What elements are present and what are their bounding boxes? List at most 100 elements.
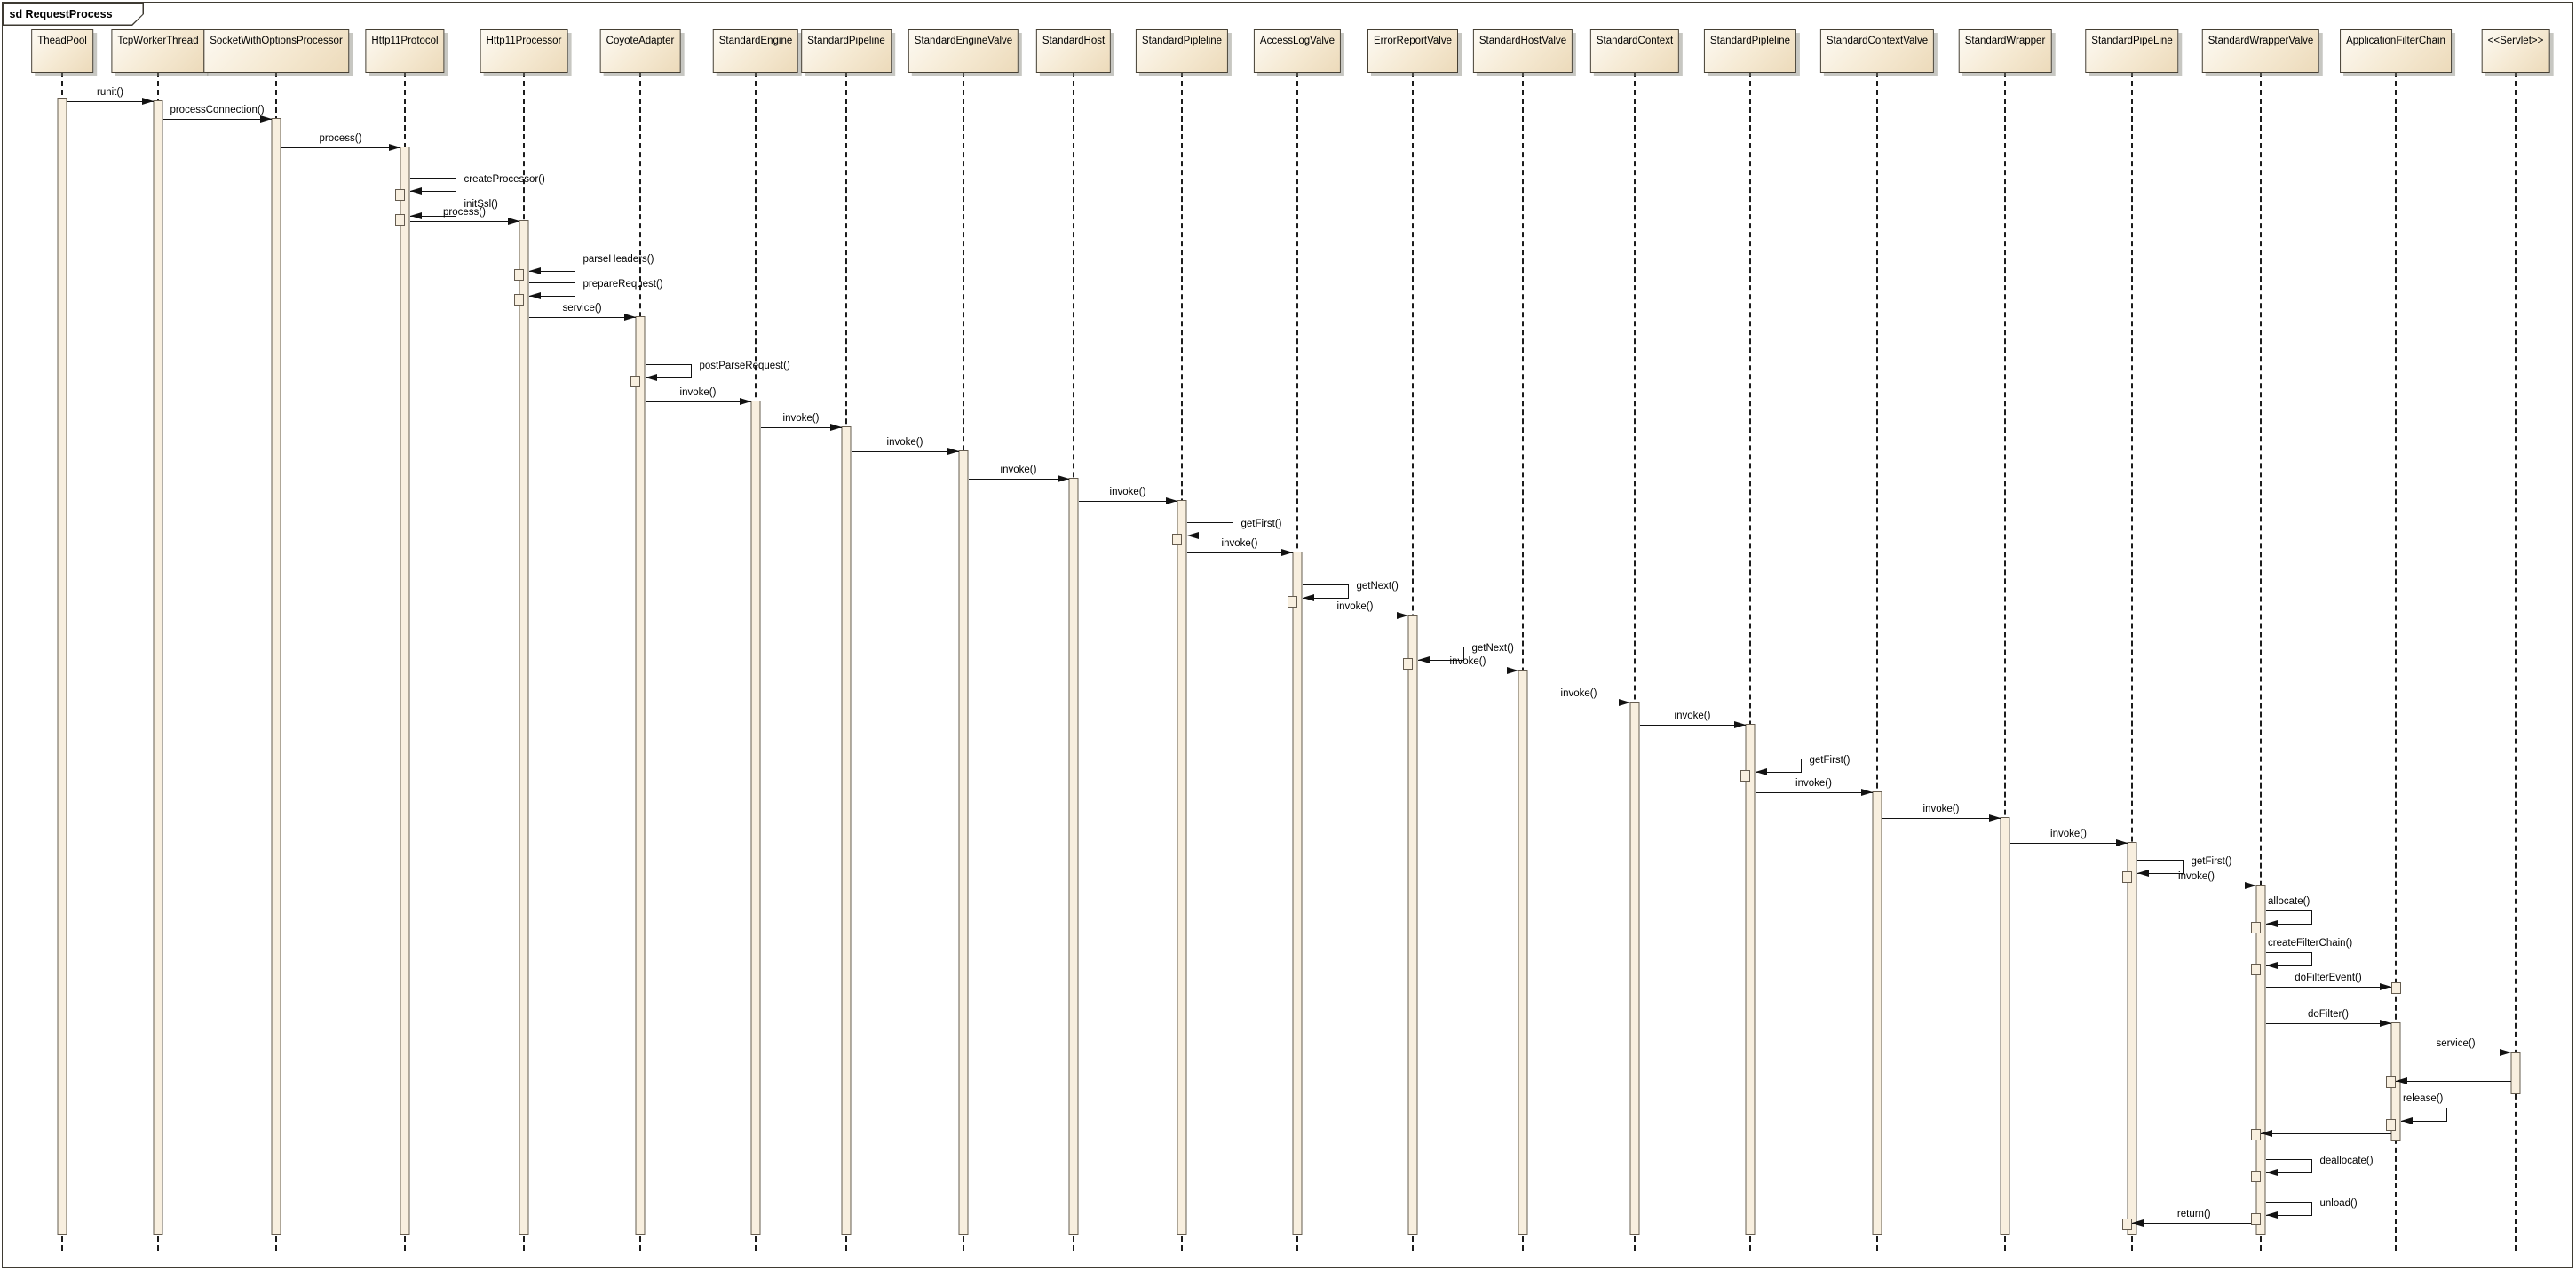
message-arrowhead-24 bbox=[1860, 788, 1873, 796]
message-arrowhead-11 bbox=[829, 423, 842, 431]
message-arrowhead-1 bbox=[259, 115, 272, 123]
lifeline-box-3: Http11Protocol bbox=[365, 29, 445, 73]
lifeline-13 bbox=[1522, 72, 1524, 1251]
self-message-arrowhead-7 bbox=[528, 291, 541, 299]
self-message-return-box-38 bbox=[2251, 1213, 2261, 1225]
message-label-23: getFirst() bbox=[1809, 755, 1851, 766]
message-line-5 bbox=[409, 221, 519, 222]
self-message-return-box-17 bbox=[1288, 596, 1297, 608]
message-arrowhead-36 bbox=[2261, 1129, 2272, 1137]
lifeline-20 bbox=[2395, 72, 2397, 1251]
lifeline-19 bbox=[2260, 72, 2262, 1251]
lifeline-14 bbox=[1634, 72, 1636, 1251]
message-line-25 bbox=[1882, 818, 2001, 819]
message-arrowhead-2 bbox=[388, 143, 400, 151]
lifeline-box-12: ErrorReportValve bbox=[1367, 29, 1458, 73]
message-arrowhead-20 bbox=[1506, 666, 1518, 674]
message-arrowhead-14 bbox=[1165, 496, 1177, 504]
message-return-box-39 bbox=[2122, 1219, 2132, 1230]
self-message-arrowhead-23 bbox=[1755, 767, 1767, 775]
activation-bar-13 bbox=[1518, 670, 1528, 1235]
lifeline-box-20: ApplicationFilterChain bbox=[2340, 29, 2452, 73]
message-return-box-36 bbox=[2251, 1129, 2261, 1140]
message-arrowhead-10 bbox=[739, 397, 751, 405]
activation-bar-4 bbox=[519, 220, 529, 1235]
message-line-26 bbox=[2009, 843, 2128, 844]
lifeline-box-21: <<Servlet>> bbox=[2481, 29, 2550, 73]
message-line-16 bbox=[1186, 552, 1293, 553]
lifeline-box-15: StandardPipleline bbox=[1703, 29, 1797, 73]
message-arrowhead-33 bbox=[2499, 1048, 2511, 1056]
message-arrowhead-5 bbox=[507, 217, 519, 225]
lifeline-box-4: Http11Processor bbox=[480, 29, 568, 73]
self-message-loop-29 bbox=[2265, 910, 2312, 925]
activation-bar-11 bbox=[1292, 552, 1303, 1235]
message-label-21: invoke() bbox=[1560, 688, 1597, 699]
self-message-loop-23 bbox=[1755, 759, 1802, 773]
self-message-return-box-3 bbox=[395, 189, 405, 201]
message-arrowhead-0 bbox=[141, 97, 154, 105]
self-message-arrowhead-6 bbox=[528, 266, 541, 274]
self-message-arrowhead-3 bbox=[409, 187, 422, 195]
self-message-loop-6 bbox=[528, 258, 575, 272]
self-message-return-box-35 bbox=[2386, 1119, 2396, 1131]
message-line-32 bbox=[2265, 1023, 2391, 1024]
message-line-36 bbox=[2261, 1133, 2391, 1134]
lifeline-box-1: TcpWorkerThread bbox=[111, 29, 205, 73]
message-line-10 bbox=[645, 401, 751, 402]
lifeline-21 bbox=[2515, 72, 2517, 1251]
activation-bar-9 bbox=[1068, 478, 1079, 1235]
lifeline-box-19: StandardWrapperValve bbox=[2201, 29, 2320, 73]
self-message-loop-30 bbox=[2265, 952, 2312, 966]
activation-bar-15 bbox=[1745, 724, 1756, 1235]
activation-bar-8 bbox=[958, 450, 969, 1235]
activation-bar-19 bbox=[2255, 885, 2266, 1235]
lifeline-box-17: StandardWrapper bbox=[1958, 29, 2052, 73]
lifeline-box-0: TheadPool bbox=[31, 29, 93, 73]
lifeline-box-18: StandardPipeLine bbox=[2085, 29, 2179, 73]
message-label-13: invoke() bbox=[1000, 465, 1037, 475]
message-line-2 bbox=[281, 147, 400, 148]
message-label-26: invoke() bbox=[2050, 829, 2087, 839]
lifeline-box-10: StandardPipleline bbox=[1135, 29, 1229, 73]
message-label-2: process() bbox=[319, 133, 362, 144]
self-message-loop-37 bbox=[2265, 1159, 2312, 1173]
lifeline-box-8: StandardEngineValve bbox=[908, 29, 1019, 73]
message-line-31 bbox=[2265, 987, 2391, 988]
self-message-arrowhead-29 bbox=[2265, 919, 2278, 927]
self-message-loop-38 bbox=[2265, 1202, 2312, 1216]
activation-bar-17 bbox=[2000, 817, 2010, 1235]
message-label-28: invoke() bbox=[2178, 871, 2215, 882]
message-label-6: parseHeaders() bbox=[583, 254, 654, 265]
message-label-32: doFilter() bbox=[2307, 1009, 2350, 1020]
message-label-16: invoke() bbox=[1221, 538, 1258, 549]
self-message-loop-35 bbox=[2400, 1108, 2447, 1122]
self-message-arrowhead-27 bbox=[2136, 869, 2149, 877]
self-message-loop-19 bbox=[1417, 647, 1464, 661]
message-arrowhead-18 bbox=[1396, 611, 1408, 619]
lifeline-box-7: StandardPipeline bbox=[801, 29, 892, 73]
self-message-return-box-29 bbox=[2251, 922, 2261, 933]
message-arrowhead-8 bbox=[623, 313, 636, 321]
message-arrowhead-22 bbox=[1733, 720, 1746, 728]
lifeline-box-6: StandardEngine bbox=[712, 29, 799, 73]
message-arrowhead-32 bbox=[2379, 1019, 2391, 1027]
self-message-return-box-15 bbox=[1172, 534, 1182, 545]
self-message-return-box-6 bbox=[514, 269, 524, 281]
lifeline-16 bbox=[1876, 72, 1878, 1251]
self-message-loop-27 bbox=[2136, 860, 2184, 874]
self-message-loop-9 bbox=[645, 364, 692, 378]
activation-bar-3 bbox=[400, 147, 410, 1235]
message-line-1 bbox=[162, 119, 272, 120]
diagram-title: sd RequestProcess bbox=[4, 4, 143, 25]
self-message-return-box-30 bbox=[2251, 964, 2261, 975]
message-label-24: invoke() bbox=[1795, 778, 1832, 789]
self-message-return-box-9 bbox=[630, 376, 640, 387]
self-message-arrowhead-4 bbox=[409, 211, 422, 219]
activation-bar-10 bbox=[1177, 500, 1187, 1235]
self-message-return-box-4 bbox=[395, 214, 405, 226]
activation-bar-18 bbox=[2127, 842, 2137, 1235]
message-label-20: invoke() bbox=[1449, 656, 1486, 667]
lifeline-box-9: StandardHost bbox=[1035, 29, 1112, 73]
